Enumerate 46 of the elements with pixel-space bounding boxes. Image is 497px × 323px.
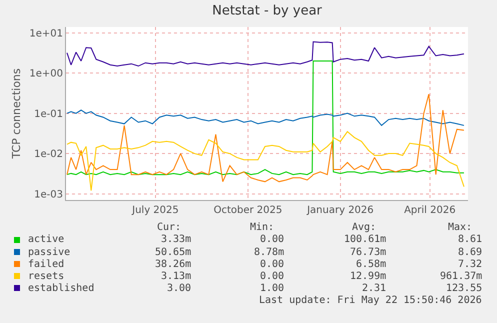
legend-label: failed bbox=[28, 259, 64, 270]
x-tick-label: April 2026 bbox=[404, 205, 456, 216]
line-series bbox=[66, 41, 464, 67]
text: Min: bbox=[250, 222, 274, 233]
x-tick-label: October 2025 bbox=[214, 205, 282, 216]
text: 0.00 bbox=[260, 259, 284, 270]
line-series bbox=[66, 131, 464, 192]
text: 0.00 bbox=[260, 234, 284, 245]
text: 50.65m bbox=[155, 247, 192, 258]
text: 12.99m bbox=[350, 271, 386, 282]
text: 100.61m bbox=[344, 234, 386, 245]
y-tick-label: 1e+00 bbox=[29, 68, 63, 80]
legend-label: active bbox=[28, 234, 64, 245]
line-series bbox=[66, 94, 464, 182]
text: 0.00 bbox=[260, 271, 284, 282]
text: 6.58m bbox=[356, 259, 386, 270]
text: 8.69 bbox=[458, 247, 482, 258]
text: Cur: bbox=[157, 222, 182, 233]
text: 7.32 bbox=[458, 259, 482, 270]
y-tick-label: 1e+01 bbox=[29, 28, 63, 40]
text: Avg: bbox=[352, 222, 376, 233]
text: 1.00 bbox=[260, 283, 284, 294]
text: 3.13m bbox=[161, 271, 192, 282]
text: 76.73m bbox=[350, 247, 386, 258]
x-tick-label: January 2026 bbox=[306, 205, 374, 216]
text: Last update: Fri May 22 15:50:46 2026 bbox=[259, 295, 482, 306]
legend-label: resets bbox=[28, 271, 64, 282]
y-tick-label: 1e-02 bbox=[34, 149, 63, 160]
text: 38.26m bbox=[155, 259, 192, 270]
y-tick-label: 1e-03 bbox=[34, 189, 63, 200]
chart-title: Netstat - by year bbox=[212, 4, 323, 19]
y-axis-title: TCP connections bbox=[10, 68, 24, 160]
text: 961.37m bbox=[440, 271, 482, 282]
legend-label: passive bbox=[28, 247, 70, 258]
line-series bbox=[66, 60, 464, 176]
text: 8.61 bbox=[458, 234, 482, 245]
text: 123.55 bbox=[446, 283, 482, 294]
line-series bbox=[66, 110, 464, 126]
y-tick-label: 1e-01 bbox=[34, 108, 63, 120]
legend-label: established bbox=[28, 283, 94, 294]
x-tick-label: July 2025 bbox=[131, 205, 179, 216]
text: 3.00 bbox=[167, 283, 192, 294]
text: 3.33m bbox=[161, 234, 192, 245]
text: 8.78m bbox=[254, 247, 284, 258]
text: Max: bbox=[448, 222, 472, 233]
text: 2.31 bbox=[362, 283, 386, 294]
